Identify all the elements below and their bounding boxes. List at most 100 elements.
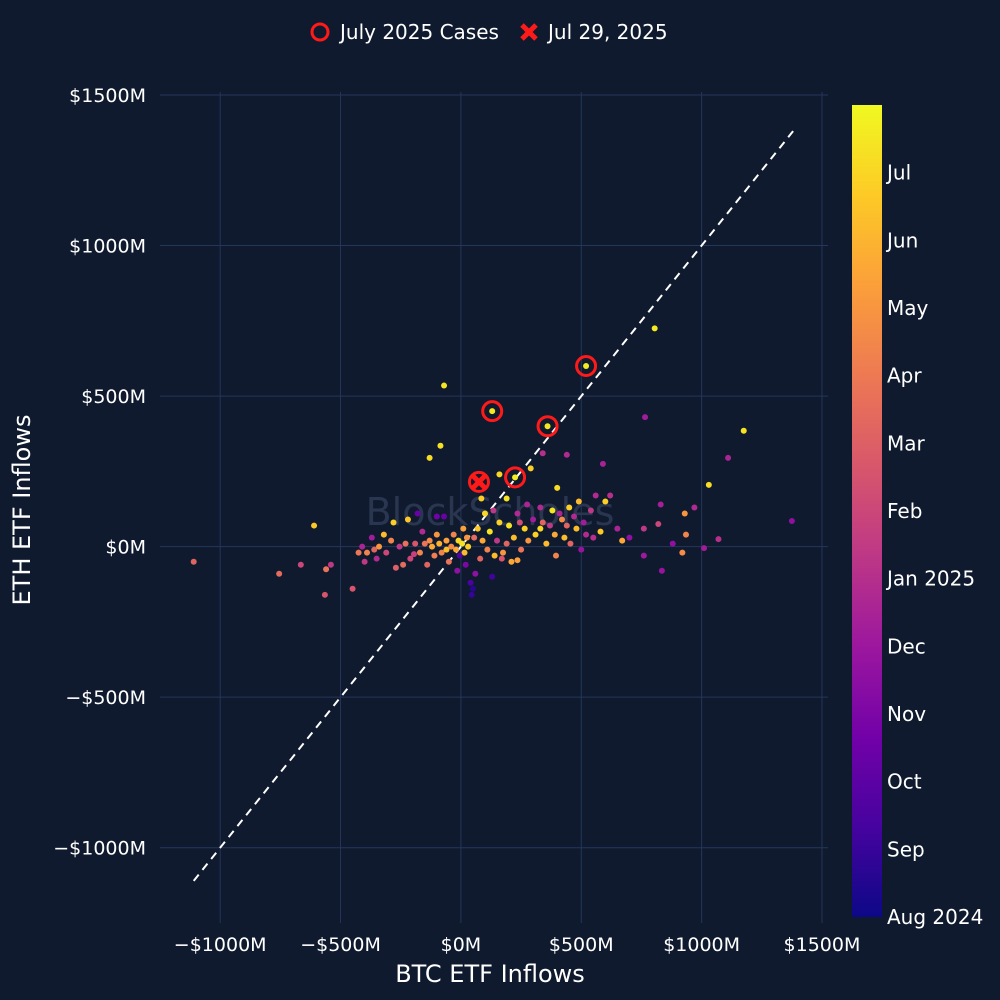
scatter-point: [426, 537, 433, 544]
scatter-point: [383, 549, 390, 556]
scatter-point: [412, 540, 419, 547]
scatter-point: [355, 549, 362, 556]
scatter-point: [599, 460, 606, 467]
scatter-point: [323, 566, 330, 573]
scatter-point: [583, 362, 590, 369]
scatter-point: [626, 534, 633, 541]
colorbar: [852, 105, 882, 917]
colorbar-tick-label: Nov: [887, 702, 926, 726]
scatter-point: [575, 498, 582, 505]
scatter-point: [392, 564, 399, 571]
scatter-point: [327, 561, 334, 568]
scatter-point: [602, 498, 609, 505]
scatter-point: [521, 525, 528, 532]
scatter-point: [400, 561, 407, 568]
scatter-point: [563, 522, 570, 529]
x-tick-label: $1000M: [663, 934, 740, 956]
scatter-point: [578, 546, 585, 553]
scatter-point: [573, 525, 580, 532]
scatter-point: [642, 414, 649, 421]
colorbar-tick-label: May: [887, 296, 929, 320]
scatter-point: [437, 442, 444, 449]
reference-line: [192, 130, 794, 882]
scatter-point: [500, 549, 507, 556]
scatter-point: [465, 543, 472, 550]
scatter-point: [679, 549, 686, 556]
scatter-point: [740, 427, 747, 434]
scatter-point: [494, 537, 501, 544]
scatter-point: [419, 528, 426, 535]
scatter-point: [669, 540, 676, 547]
scatter-point: [443, 537, 450, 544]
scatter-point: [587, 507, 594, 514]
scatter-point: [349, 585, 356, 592]
x-tick-label: −$1000M: [174, 934, 267, 956]
scatter-point: [543, 540, 550, 547]
x-tick-label: $0M: [441, 934, 482, 956]
scatter-point: [491, 552, 498, 559]
july-case-marker: [536, 415, 559, 438]
scatter-point: [544, 423, 551, 430]
scatter-point: [524, 501, 531, 508]
scatter-point: [640, 552, 647, 559]
scatter-point: [640, 525, 647, 532]
colorbar-tick-label: Dec: [887, 635, 926, 659]
colorbar-tick-label: Jul: [885, 160, 911, 184]
scatter-point: [467, 579, 474, 586]
colorbar-tick-label: Aug 2024: [887, 905, 983, 929]
highlight-markers: [467, 354, 598, 493]
scatter-point: [450, 531, 457, 538]
scatter-point: [592, 492, 599, 499]
scatter-point: [506, 522, 513, 529]
scatter-point: [549, 507, 556, 514]
scatter-point: [297, 561, 304, 568]
scatter-point: [462, 561, 469, 568]
scatter-point: [552, 552, 559, 559]
scatter-point: [556, 510, 563, 517]
scatter-point: [376, 543, 383, 550]
scatter-point: [436, 540, 443, 547]
scatter-point: [571, 513, 578, 520]
scatter-point: [619, 537, 626, 544]
scatter-point: [471, 534, 478, 541]
scatter-point: [463, 534, 470, 541]
watermark: BlockScholes: [366, 490, 615, 534]
scatter-point: [614, 525, 621, 532]
colorbar-tick-label: Oct: [887, 769, 922, 793]
scatter-point: [682, 531, 689, 538]
scatter-point: [537, 504, 544, 511]
scatter-point: [429, 543, 436, 550]
scatter-point: [390, 519, 397, 526]
diagonal-reference-line: [192, 130, 794, 882]
scatter-point: [563, 451, 570, 458]
scatter-point: [364, 549, 371, 556]
scatter-point: [651, 325, 658, 332]
x-axis-ticks: −$1000M −$500M $0M $500M $1000M $1500M: [174, 934, 861, 956]
scatter-point: [438, 549, 445, 556]
colorbar-tick-label: Apr: [887, 363, 922, 387]
colorbar-tick-label: Jan 2025: [885, 566, 975, 590]
scatter-point: [715, 536, 722, 543]
scatter-point: [539, 450, 546, 457]
scatter-point: [657, 501, 664, 508]
scatter-point: [561, 534, 568, 541]
scatter-point: [426, 454, 433, 461]
scatter-point: [481, 510, 488, 517]
scatter-point: [371, 546, 378, 553]
scatter-point: [580, 519, 587, 526]
scatter-point: [410, 551, 417, 558]
scatter-point: [489, 573, 496, 580]
scatter-point: [448, 543, 455, 550]
july-case-marker: [504, 466, 527, 489]
scatter-point: [530, 516, 537, 523]
scatter-point: [404, 516, 411, 523]
scatter-point: [424, 561, 431, 568]
july-case-marker: [575, 354, 598, 377]
legend-jul29-label: Jul 29, 2025: [546, 20, 668, 44]
scatter-point: [512, 474, 519, 481]
scatter-point: [441, 382, 448, 389]
scatter-point: [559, 516, 566, 523]
y-tick-label: −$500M: [65, 687, 146, 709]
scatter-point: [416, 549, 423, 556]
